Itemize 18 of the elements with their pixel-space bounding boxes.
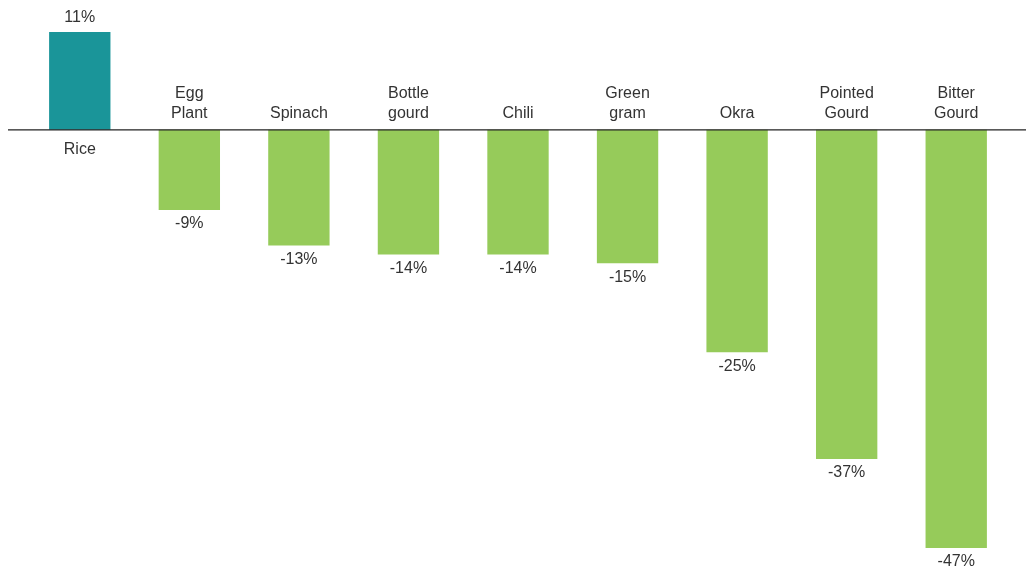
x-tick-label: Chili [502,104,534,122]
x-tick-label: Rice [63,140,96,158]
x-tick-label: Bitter Gourd [933,84,979,122]
data-label: -47% [937,552,975,570]
x-tick-label: Egg Plant [171,84,209,122]
x-tick-label: Bottle gourd [387,84,429,122]
x-tick-label: Okra [719,104,755,122]
data-label: -25% [718,356,756,374]
data-label: -14% [499,258,537,276]
x-tick-label: Spinach [269,104,328,122]
data-label: -15% [608,267,647,285]
data-label: -14% [389,258,428,276]
x-tick-label: Green gram [605,84,650,122]
data-label: -13% [280,249,318,267]
x-tick-label: Pointed Gourd [819,84,874,122]
data-label: -9% [175,214,204,232]
data-label: -37% [827,463,866,481]
data-label: 11% [64,8,96,26]
